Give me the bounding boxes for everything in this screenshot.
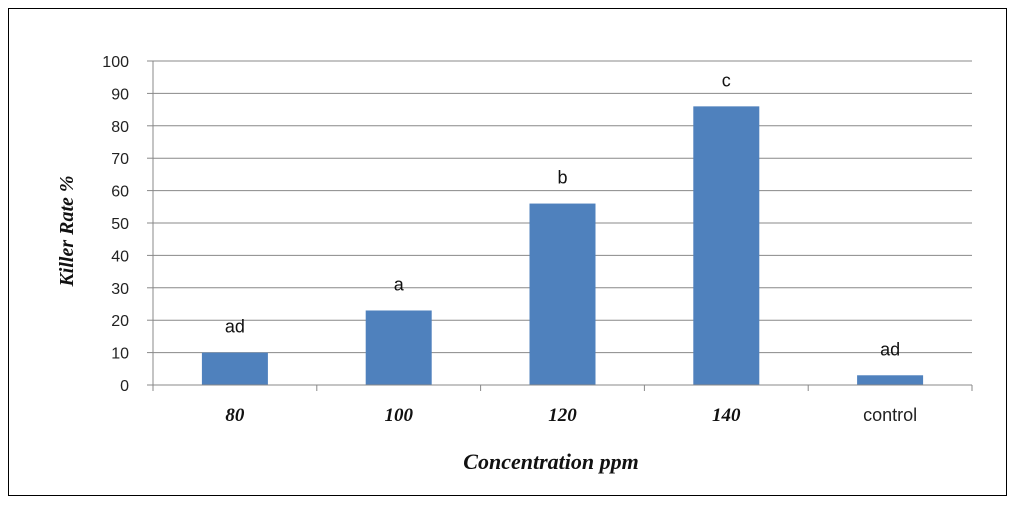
y-tick-label: 60 [111,184,129,201]
x-tick-label: control [863,405,917,425]
y-tick-label: 50 [111,216,129,233]
y-tick-label: 90 [111,86,129,103]
y-tick-label: 10 [111,346,129,363]
y-tick-label: 80 [111,119,129,136]
axes [147,60,973,391]
bar-120 [529,203,596,385]
bar-control [857,375,924,385]
bar-140 [693,106,760,386]
y-tick-label: 0 [120,378,129,395]
bars [201,106,924,386]
y-axis-title: Killer Rate % [56,175,78,287]
bar-100 [365,310,432,385]
chart-frame: 0 10 20 30 40 50 60 70 80 90 100 ad 80 a 100 b 120 c 140 ad… [8,8,1007,496]
x-tick-label: 140 [712,405,741,426]
y-tick-label: 100 [102,54,129,71]
y-tick-label: 70 [111,151,129,168]
data-label: c [722,70,731,90]
labels: 0 10 20 30 40 50 60 70 80 90 100 ad 80 a 100 b 120 c 140 ad… [102,54,917,426]
bar-chart: 0 10 20 30 40 50 60 70 80 90 100 ad 80 a 100 b 120 c 140 ad… [56,54,973,474]
data-label: ad [880,339,900,359]
x-axis-title: Concentration ppm [463,449,638,474]
data-label: b [557,168,567,188]
y-tick-label: 40 [111,248,129,265]
y-tick-label: 20 [111,313,129,330]
x-tick-label: 120 [548,405,577,426]
bar-80 [201,352,268,385]
data-label: ad [225,317,245,337]
data-label: a [394,274,405,294]
x-tick-label: 100 [384,405,413,426]
x-tick-label: 80 [225,405,245,426]
y-tick-label: 30 [111,281,129,298]
